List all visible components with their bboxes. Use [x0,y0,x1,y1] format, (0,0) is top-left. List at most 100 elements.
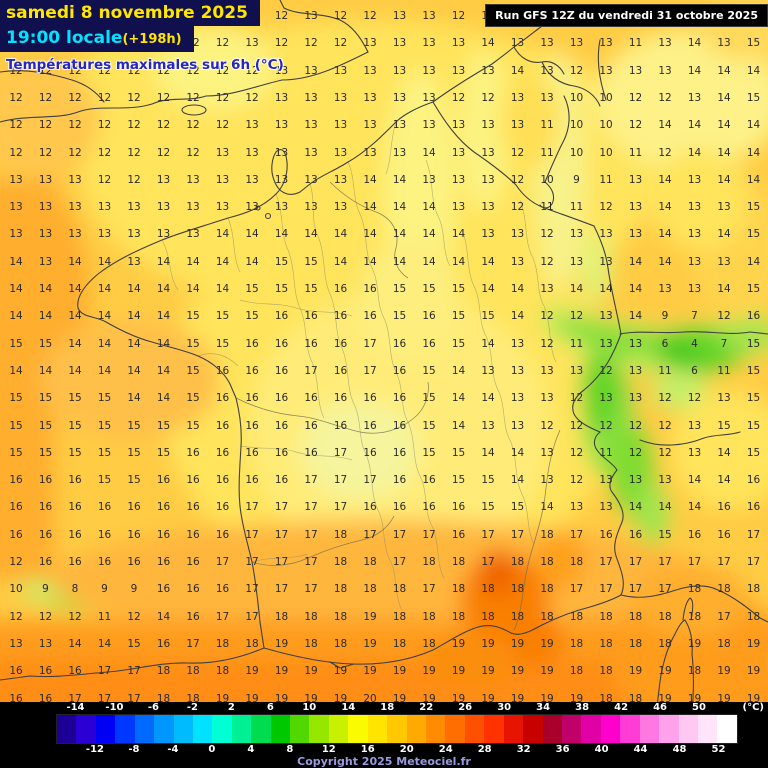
temp-value: 13 [245,173,259,186]
temp-value: 18 [658,610,672,623]
temp-value: 14 [422,200,436,213]
scale-label: 32 [516,744,531,755]
temp-value: 16 [746,501,761,514]
temp-value: 13 [392,118,407,131]
temp-value: 12 [68,64,82,77]
temp-value: 12 [658,391,672,404]
temp-value: 14 [127,337,141,350]
temp-value: 18 [215,664,230,677]
temp-value: 15 [717,419,731,432]
temp-value: 16 [274,446,289,459]
temp-value: 16 [9,664,23,677]
temp-value: 13 [510,91,525,104]
temp-value: 13 [628,473,643,486]
temp-value: 17 [746,555,761,568]
temp-value: 17 [599,555,613,568]
scale-top-labels: -14 -10 -6 -2 2 6 10 14 18 22 26 30 34 38 42 46 50 [56,702,738,714]
temp-value: 13 [451,200,466,213]
temp-value: 11 [569,200,584,213]
temp-value: 15 [274,255,289,268]
temp-value: 12 [127,118,141,131]
temp-value: 19 [245,692,259,705]
temp-value: 16 [628,528,643,541]
temp-value: 19 [304,664,318,677]
temp-value: 16 [215,528,230,541]
temp-value: 15 [481,501,495,514]
temp-value: 8 [71,583,79,596]
scale-cell [231,715,252,743]
temp-value: 19 [451,664,466,677]
temp-value: 12 [274,9,289,22]
temp-value: 13 [38,637,53,650]
run-info: Run GFS 12Z du vendredi 31 octobre 2025 [485,4,768,27]
temp-value: 12 [127,64,141,77]
temp-value: 13 [304,173,318,186]
temp-value: 16 [392,419,407,432]
temp-value: 14 [451,391,466,404]
temp-value: 10 [599,91,613,104]
temp-value: 15 [510,501,525,514]
temp-value: 19 [422,664,436,677]
temp-value: 19 [746,637,761,650]
temp-value: 16 [9,692,23,705]
temp-value: 11 [658,364,672,377]
temp-value: 14 [68,337,82,350]
scale-cell [154,715,174,743]
scale-label: 44 [633,744,648,755]
temp-value: 12 [156,118,171,131]
temp-value: 14 [68,637,82,650]
temp-value: 14 [38,364,53,377]
temp-value: 13 [687,255,702,268]
temp-value: 16 [38,528,53,541]
temp-value: 14 [127,364,141,377]
temp-value: 12 [569,446,584,459]
temp-value: 12 [156,146,171,159]
temp-value: 17 [68,692,82,705]
temp-value: 17 [363,364,377,377]
temp-value: 16 [245,337,259,350]
scale-cell [134,715,155,743]
temp-value: 13 [628,173,643,186]
temp-value: 18 [186,692,200,705]
temp-value: 12 [510,146,525,159]
temp-value: 18 [599,692,613,705]
temp-value: 15 [186,337,200,350]
temp-value: 16 [333,391,348,404]
temp-value: 16 [38,501,53,514]
temp-value: 14 [481,282,495,295]
temp-value: 15 [97,446,112,459]
temp-value: 14 [717,446,731,459]
scale-label: -10 [105,702,124,713]
temp-value: 12 [245,91,259,104]
temp-value: 10 [569,146,584,159]
temp-value: 17 [304,501,318,514]
temp-value: 16 [9,501,23,514]
temp-value: 14 [304,228,318,241]
temp-value: 14 [392,255,407,268]
temp-value: 12 [38,118,53,131]
temp-value: 14 [9,255,23,268]
temp-value: 14 [717,146,731,159]
temp-value: 13 [687,200,702,213]
temp-value: 12 [481,91,495,104]
temp-value: 19 [304,692,318,705]
temp-value: 19 [569,692,584,705]
scale-cell [173,715,193,743]
temp-value: 17 [274,583,289,596]
temp-value: 11 [540,200,554,213]
temp-value: 13 [628,228,643,241]
temp-value: 13 [481,146,495,159]
temp-value: 17 [422,583,436,596]
temp-value: 14 [9,282,23,295]
temp-value: 14 [540,501,554,514]
temp-value: 14 [687,64,702,77]
temp-value: 18 [628,637,643,650]
temp-value: 12 [540,255,554,268]
temp-value: 16 [304,419,318,432]
temp-value: 14 [717,64,731,77]
temp-value: 18 [687,610,702,623]
temp-value: 14 [68,310,82,323]
temp-value: 16 [687,528,702,541]
scale-label: 4 [247,744,255,755]
temp-value: 17 [569,528,584,541]
